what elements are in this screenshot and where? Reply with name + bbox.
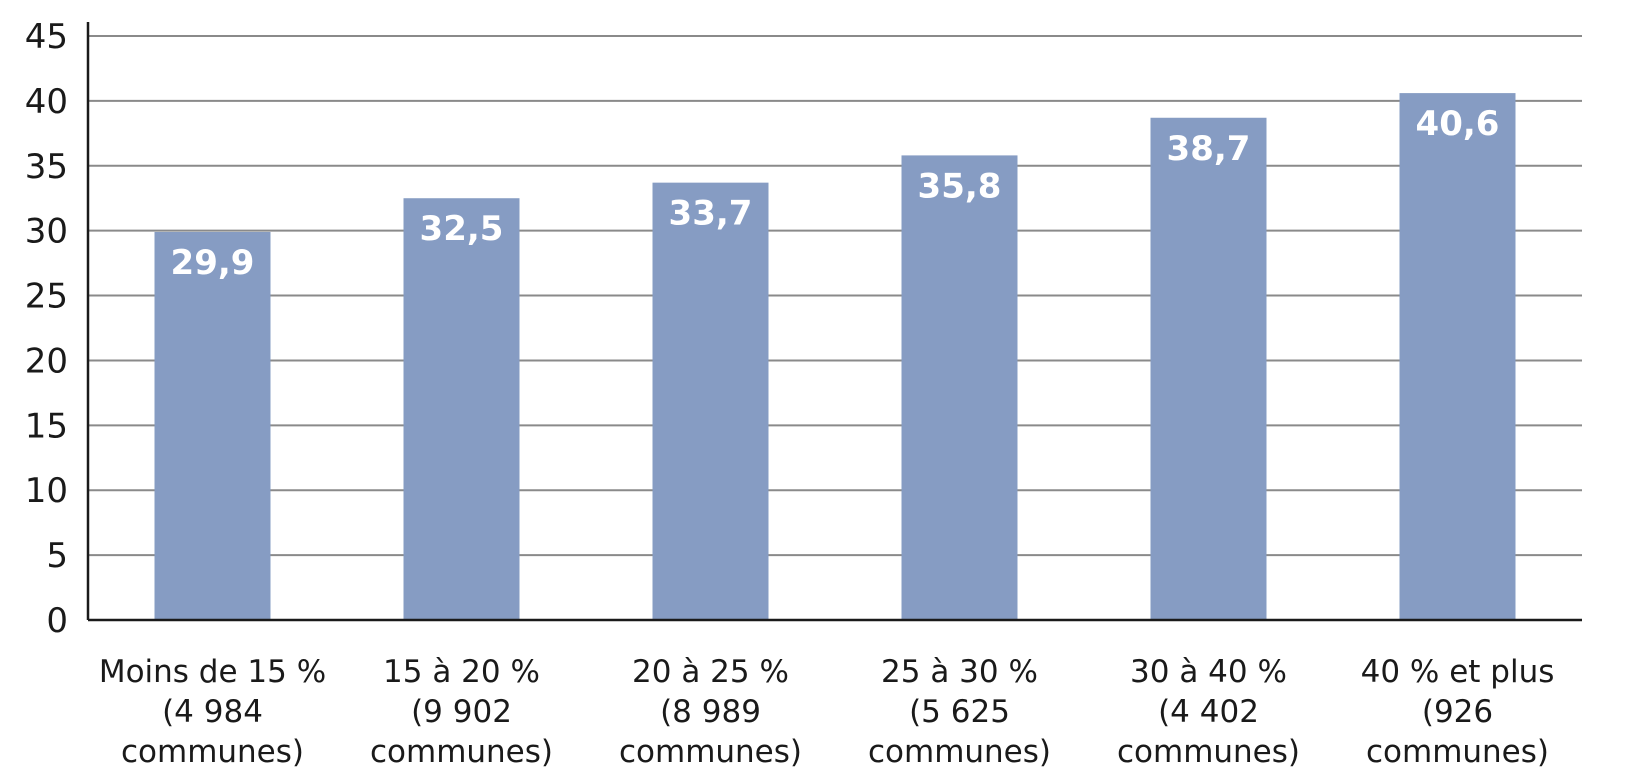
bar xyxy=(403,198,520,620)
x-category-label: 40 % et plus xyxy=(1361,654,1555,690)
x-category-label: communes) xyxy=(619,734,802,770)
x-category-label: Moins de 15 % xyxy=(99,654,326,690)
data-label: 40,6 xyxy=(1416,104,1500,144)
bar xyxy=(1150,117,1267,620)
gridlines xyxy=(88,35,1582,557)
data-label: 33,7 xyxy=(669,194,753,234)
bar xyxy=(901,155,1018,620)
x-category-label: (5 625 xyxy=(909,694,1010,730)
data-labels: 29,9 32,5 33,7 35,8 38,7 40,6 xyxy=(171,104,1500,283)
x-category-label: communes) xyxy=(1366,734,1549,770)
x-category-label: (9 902 xyxy=(411,694,512,730)
x-category-label: communes) xyxy=(1117,734,1300,770)
axes xyxy=(86,22,1582,622)
x-category-label: 15 à 20 % xyxy=(383,654,540,690)
y-tick-label: 15 xyxy=(25,406,68,446)
y-tick-label: 25 xyxy=(25,277,68,317)
x-category-label: 20 à 25 % xyxy=(632,654,789,690)
data-label: 35,8 xyxy=(918,166,1002,206)
y-tick-label: 40 xyxy=(25,82,68,122)
bars xyxy=(154,93,1516,620)
x-category-labels: Moins de 15 % (4 984 communes) 15 à 20 % (9 … xyxy=(99,654,1555,770)
data-label: 29,9 xyxy=(171,243,255,283)
bar xyxy=(652,182,769,620)
y-tick-labels: 0 5 10 15 20 25 30 35 40 45 xyxy=(25,17,68,641)
x-category-label: (4 402 xyxy=(1158,694,1259,730)
bar xyxy=(1399,93,1516,620)
y-tick-label: 35 xyxy=(25,147,68,187)
y-tick-label: 45 xyxy=(25,17,68,57)
x-category-label: 25 à 30 % xyxy=(881,654,1038,690)
x-category-label: (926 xyxy=(1422,694,1493,730)
x-category-label: (4 984 xyxy=(162,694,263,730)
y-tick-label: 10 xyxy=(25,471,68,511)
y-tick-label: 0 xyxy=(46,601,68,641)
x-category-label: 30 à 40 % xyxy=(1130,654,1287,690)
y-tick-label: 5 xyxy=(46,536,68,576)
x-category-label: communes) xyxy=(370,734,553,770)
x-category-label: communes) xyxy=(121,734,304,770)
x-category-label: communes) xyxy=(868,734,1051,770)
bar xyxy=(154,231,271,620)
y-tick-label: 20 xyxy=(25,341,68,381)
x-category-label: (8 989 xyxy=(660,694,761,730)
data-label: 38,7 xyxy=(1167,129,1251,169)
data-label: 32,5 xyxy=(420,209,504,249)
y-tick-label: 30 xyxy=(25,212,68,252)
